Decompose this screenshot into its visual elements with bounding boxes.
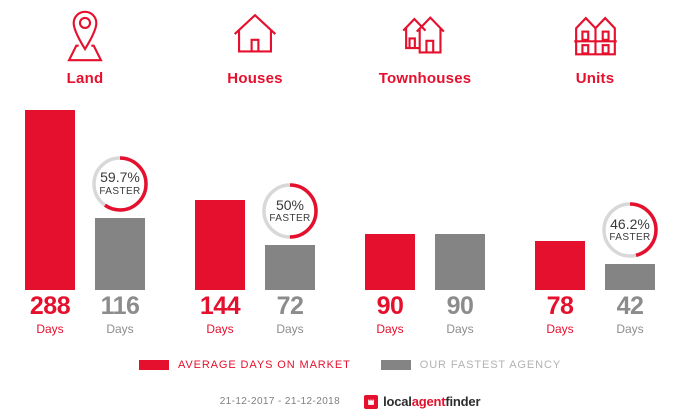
badge-percent: 46.2% bbox=[610, 215, 650, 232]
category-label-land: Land bbox=[66, 70, 104, 87]
legend-label-fastest-agency: OUR FASTEST AGENCY bbox=[419, 359, 562, 371]
legend-item-fastest-agency: OUR FASTEST AGENCY bbox=[380, 359, 562, 371]
badge-arc bbox=[92, 155, 148, 212]
legend-label-average-days: AVERAGE DAYS ON MARKET bbox=[177, 359, 351, 371]
castle-icon bbox=[364, 394, 379, 409]
land-map-pin-icon bbox=[15, 6, 155, 64]
badge-percent: 59.7% bbox=[100, 169, 140, 186]
category-label-units: Units bbox=[575, 70, 615, 87]
value-land-fastest: 116 Days bbox=[100, 292, 140, 337]
bar-land-fastest bbox=[95, 217, 145, 290]
legend: AVERAGE DAYS ON MARKET OUR FASTEST AGENC… bbox=[0, 359, 700, 371]
badge-units-faster: 46.2% FASTER bbox=[601, 201, 659, 259]
date-range: 21-12-2017 - 21-12-2018 bbox=[219, 396, 341, 407]
bar-houses-average bbox=[195, 200, 245, 290]
category-group-land: Land 59.7% FASTER 288 Days 116 Days bbox=[15, 0, 155, 420]
localagentfinder-logo[interactable]: localagentfinder bbox=[364, 394, 481, 409]
value-units-average: 78 Days bbox=[546, 292, 574, 337]
category-group-houses: Houses 50% FASTER 144 Days 72 Days bbox=[185, 0, 325, 420]
badge-faster-label: FASTER bbox=[609, 231, 651, 243]
legend-swatch-gray bbox=[380, 360, 411, 370]
bar-units-average bbox=[535, 241, 585, 290]
legend-swatch-red bbox=[138, 360, 169, 370]
value-houses-fastest: 72 Days bbox=[276, 292, 304, 337]
bar-townhouses-average bbox=[365, 233, 415, 290]
logo-part-agent: agent bbox=[411, 394, 446, 409]
category-group-townhouses: Townhouses 90 Days 90 Days bbox=[355, 0, 495, 420]
badge-land-faster: 59.7% FASTER bbox=[91, 155, 149, 213]
footer: 21-12-2017 - 21-12-2018 localagentfinder bbox=[0, 394, 700, 409]
badge-arc bbox=[602, 202, 658, 258]
units-icon bbox=[525, 6, 665, 64]
legend-item-average-days: AVERAGE DAYS ON MARKET bbox=[138, 359, 351, 371]
badge-faster-label: FASTER bbox=[99, 185, 141, 197]
houses-icon bbox=[185, 6, 325, 64]
category-label-townhouses: Townhouses bbox=[378, 70, 472, 87]
badge-arc bbox=[262, 183, 318, 239]
category-group-units: Units 46.2% FASTER 78 Days 42 Days bbox=[525, 0, 665, 420]
category-label-houses: Houses bbox=[227, 70, 283, 87]
value-houses-average: 144 Days bbox=[199, 292, 241, 337]
logo-part-local: local bbox=[383, 394, 412, 409]
bar-units-fastest bbox=[605, 263, 655, 290]
value-townhouses-fastest: 90 Days bbox=[446, 292, 474, 337]
value-townhouses-average: 90 Days bbox=[376, 292, 404, 337]
townhouses-icon bbox=[355, 6, 495, 64]
badge-percent: 50% bbox=[275, 196, 305, 213]
bar-land-average bbox=[25, 110, 75, 290]
badge-houses-faster: 50% FASTER bbox=[261, 182, 319, 240]
value-units-fastest: 42 Days bbox=[616, 292, 644, 337]
bar-townhouses-fastest bbox=[435, 233, 485, 290]
bar-houses-fastest bbox=[265, 245, 315, 290]
badge-faster-label: FASTER bbox=[269, 213, 311, 225]
logo-part-finder: finder bbox=[445, 394, 481, 409]
value-land-average: 288 Days bbox=[29, 292, 71, 337]
